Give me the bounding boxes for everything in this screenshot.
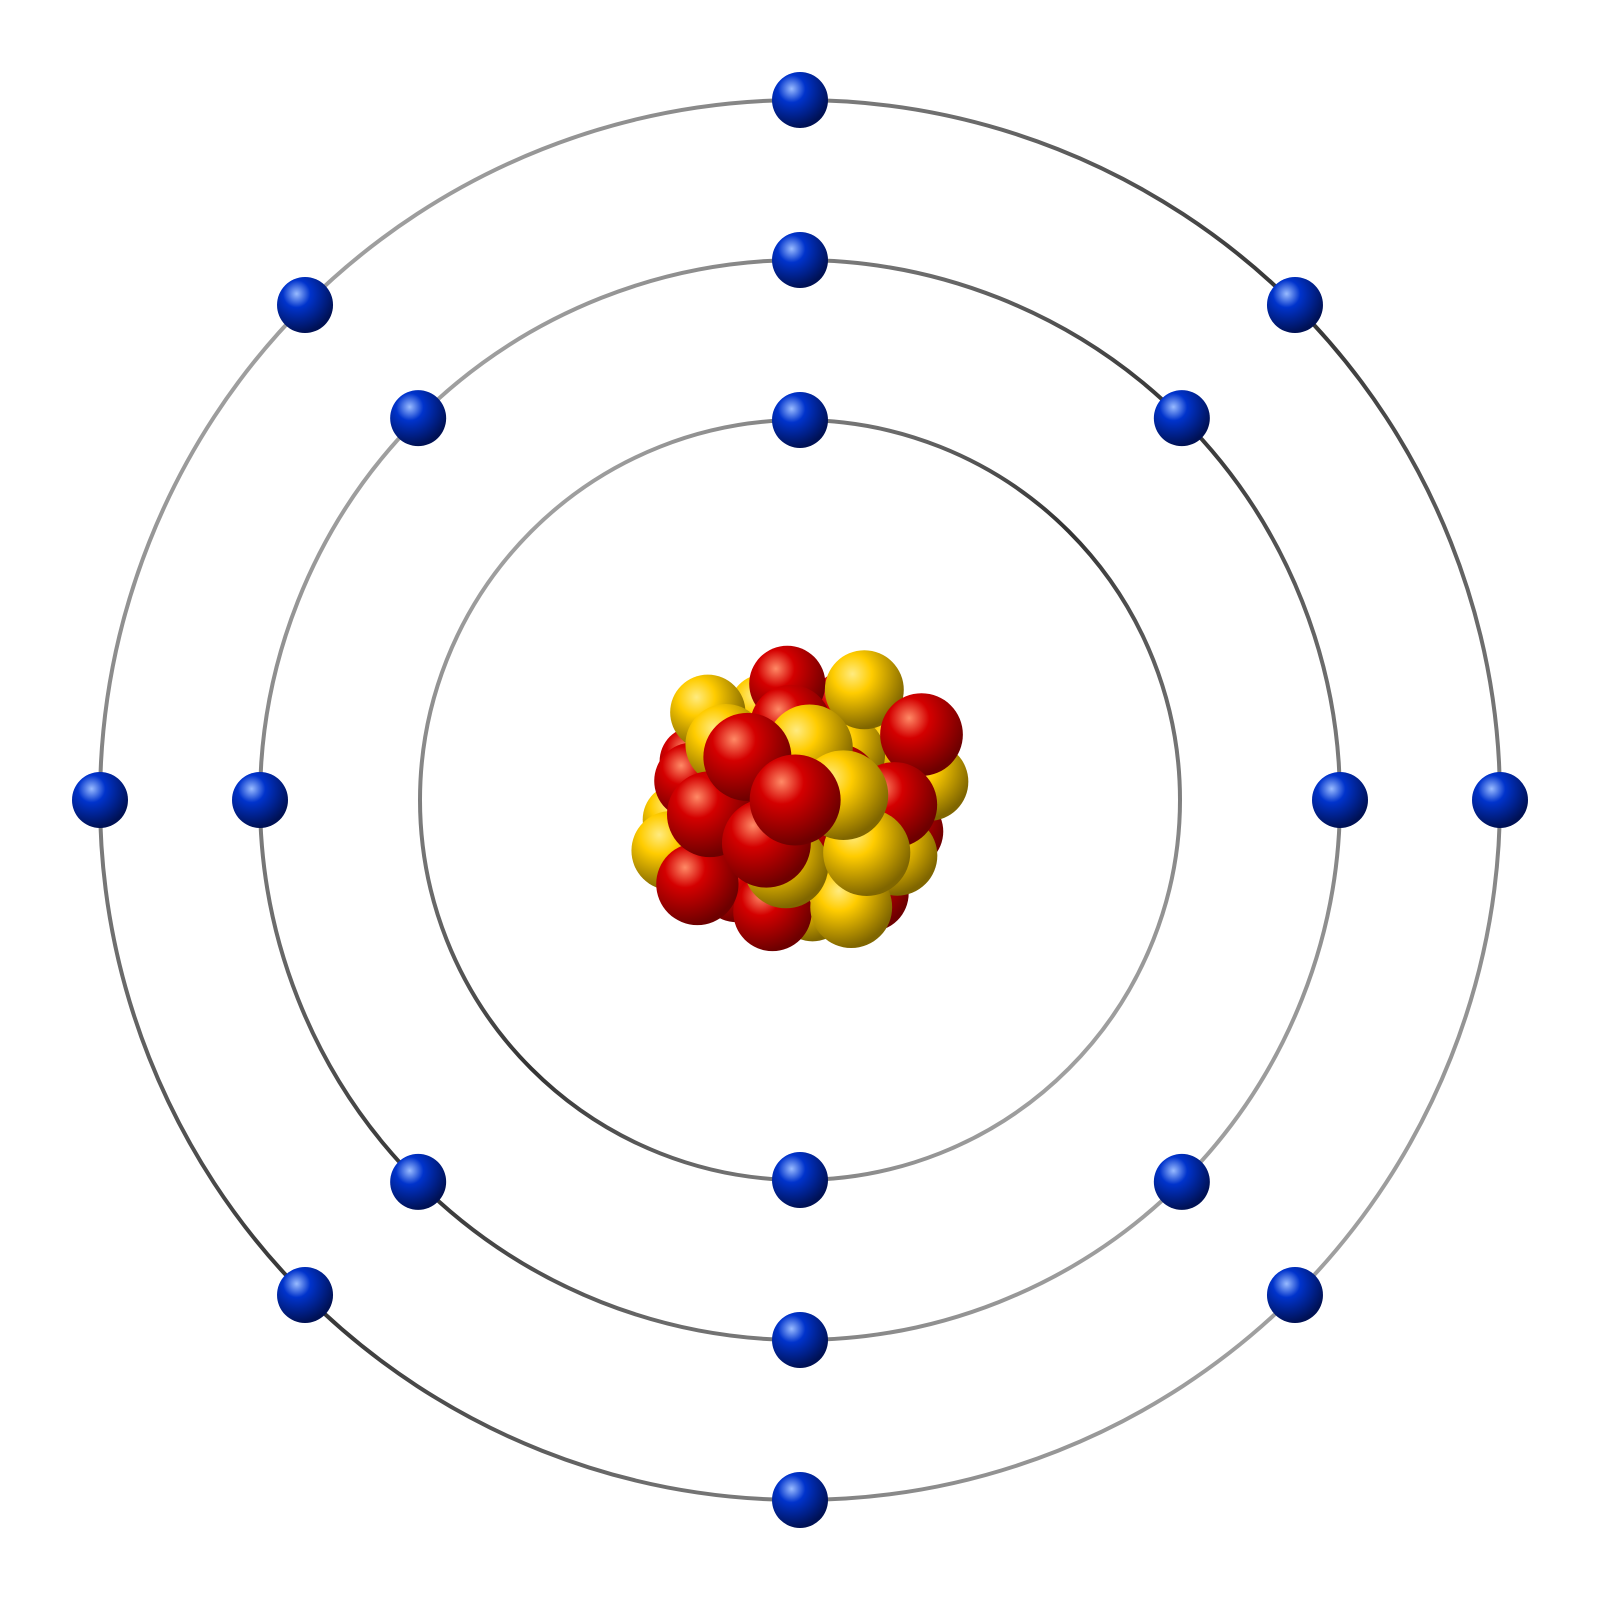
proton [750,755,841,846]
electron [390,390,446,446]
bohr-atom-diagram [0,0,1600,1600]
electron [390,1154,446,1210]
electron [772,72,828,128]
electron [772,232,828,288]
electron [1472,772,1528,828]
electron [1267,1267,1323,1323]
electron [277,1267,333,1323]
electron [277,277,333,333]
electron [1154,390,1210,446]
electron [1312,772,1368,828]
electron [1267,277,1323,333]
electron [772,1472,828,1528]
electron [772,392,828,448]
electron [1154,1154,1210,1210]
electron [772,1312,828,1368]
nucleus-cluster [631,646,968,951]
electron [72,772,128,828]
electron [232,772,288,828]
electron [772,1152,828,1208]
